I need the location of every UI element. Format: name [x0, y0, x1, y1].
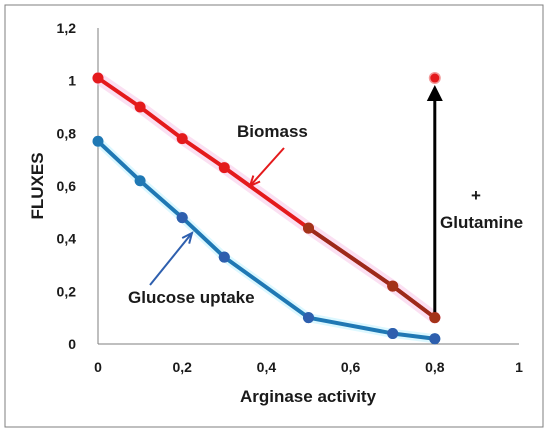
biomass-point [134, 101, 146, 113]
glutamine-label: Glutamine [440, 213, 523, 232]
biomass-point-late [387, 280, 399, 292]
x-tick-label: 0 [94, 359, 102, 375]
glucose-uptake-label: Glucose uptake [128, 288, 255, 307]
y-tick-label: 0,6 [57, 178, 77, 194]
y-axis-title: FLUXES [28, 152, 47, 219]
x-tick-label: 0,6 [341, 359, 361, 375]
glutamine-arrow-head [426, 85, 443, 102]
plus-label: + [471, 186, 481, 205]
y-tick-label: 1 [68, 73, 76, 89]
biomass-point-late [429, 312, 441, 324]
y-tick-label: 0,2 [57, 283, 77, 299]
glucose-pointer-arrow-head [181, 231, 194, 244]
biomass-point [176, 133, 188, 145]
glucose-pointer-arrow-shaft [149, 232, 193, 286]
glucose-uptake-point-late [429, 333, 441, 345]
glucose-uptake-point [134, 175, 146, 187]
x-axis-title: Arginase activity [240, 387, 377, 406]
y-tick-label: 0,4 [57, 231, 77, 247]
biomass-point [92, 72, 104, 84]
x-tick-label: 0,4 [257, 359, 277, 375]
glucose-uptake-point-late [387, 327, 399, 339]
y-tick-label: 0,8 [57, 125, 77, 141]
glucose-uptake-point-late [303, 312, 314, 324]
x-tick-label: 0,2 [172, 359, 192, 375]
glucose-uptake-point [92, 135, 104, 147]
x-tick-label: 1 [515, 359, 523, 375]
biomass-label: Biomass [237, 122, 308, 141]
x-tick-label: 0,8 [425, 359, 445, 375]
biomass-pointer-arrow-shaft [249, 147, 285, 187]
glutamine-point [430, 73, 440, 83]
biomass-point-late [303, 222, 314, 234]
glucose-uptake-point-late [176, 212, 188, 224]
biomass-pointer-arrow-head [248, 175, 261, 188]
biomass-point [218, 162, 230, 174]
y-tick-label: 0 [68, 336, 76, 352]
glucose-uptake-point-late [218, 251, 230, 263]
y-tick-label: 1,2 [57, 20, 77, 36]
